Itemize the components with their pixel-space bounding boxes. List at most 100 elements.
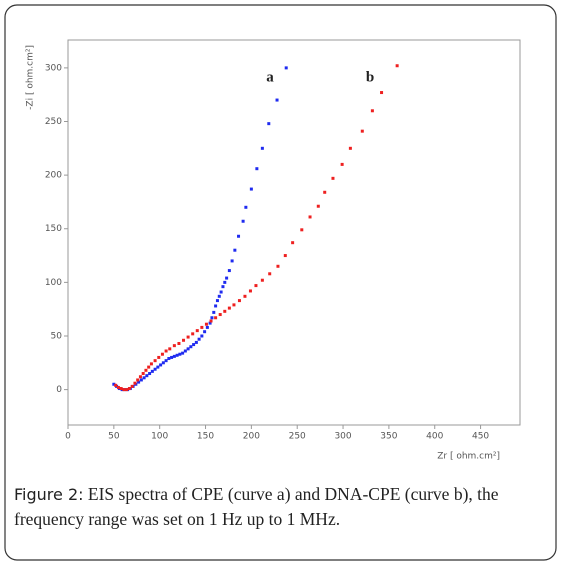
point bbox=[161, 361, 165, 365]
point bbox=[197, 337, 201, 341]
point bbox=[160, 352, 164, 356]
x-tick-label: 150 bbox=[197, 432, 214, 442]
point bbox=[141, 372, 145, 376]
y-tick-label: 150 bbox=[45, 224, 62, 234]
point bbox=[172, 354, 176, 358]
point bbox=[114, 383, 118, 387]
point bbox=[168, 347, 172, 351]
point bbox=[138, 375, 142, 379]
point bbox=[218, 313, 222, 317]
x-tick-label: 400 bbox=[426, 432, 443, 442]
point bbox=[177, 341, 181, 345]
point bbox=[192, 343, 196, 347]
point bbox=[219, 290, 223, 294]
y-tick-label: 50 bbox=[51, 331, 63, 341]
point bbox=[223, 280, 227, 284]
point bbox=[164, 359, 168, 363]
point bbox=[276, 264, 280, 268]
point bbox=[203, 330, 207, 334]
point bbox=[112, 382, 116, 386]
point bbox=[133, 381, 137, 385]
point bbox=[225, 276, 229, 280]
point bbox=[249, 187, 253, 191]
point bbox=[244, 205, 248, 209]
point bbox=[156, 365, 160, 369]
annotation: b bbox=[366, 69, 374, 85]
point bbox=[233, 248, 237, 252]
point bbox=[221, 285, 225, 289]
point bbox=[230, 259, 234, 263]
point bbox=[116, 385, 120, 389]
point bbox=[119, 387, 123, 391]
point bbox=[316, 204, 320, 208]
point bbox=[284, 66, 288, 70]
point bbox=[189, 345, 193, 349]
point bbox=[139, 378, 143, 382]
y-tick-label: 250 bbox=[45, 117, 62, 127]
point bbox=[200, 334, 204, 338]
point bbox=[210, 316, 214, 320]
caption: Figure 2: EIS spectra of CPE (curve a) a… bbox=[14, 482, 550, 531]
point bbox=[248, 289, 252, 293]
frame bbox=[4, 4, 557, 561]
point bbox=[232, 303, 236, 307]
point bbox=[159, 363, 163, 367]
point bbox=[237, 234, 241, 238]
point bbox=[142, 376, 146, 380]
point bbox=[340, 162, 344, 166]
point bbox=[380, 91, 384, 95]
point bbox=[300, 228, 304, 232]
x-tick-label: 250 bbox=[289, 432, 306, 442]
point bbox=[191, 332, 195, 336]
point bbox=[291, 241, 295, 245]
point bbox=[195, 329, 199, 333]
point bbox=[137, 380, 141, 384]
point bbox=[227, 306, 231, 310]
point bbox=[217, 294, 221, 298]
point bbox=[260, 146, 264, 150]
point bbox=[275, 98, 279, 102]
x-tick-label: 350 bbox=[380, 432, 397, 442]
point bbox=[255, 167, 259, 171]
point bbox=[267, 122, 271, 126]
point bbox=[157, 355, 161, 359]
point bbox=[153, 367, 157, 371]
point bbox=[200, 325, 204, 329]
point bbox=[172, 344, 176, 348]
y-axis-label: -Zi [ ohm.cm²] bbox=[26, 45, 36, 110]
annotation: a bbox=[266, 69, 274, 85]
point bbox=[254, 284, 258, 288]
point bbox=[227, 269, 231, 273]
caption-label: Figure 2: bbox=[14, 485, 84, 504]
point bbox=[360, 129, 364, 133]
point bbox=[237, 299, 241, 303]
point bbox=[148, 372, 152, 376]
point bbox=[136, 378, 140, 382]
point bbox=[150, 369, 154, 373]
point bbox=[127, 387, 131, 391]
y-tick-label: 0 bbox=[56, 385, 62, 395]
point bbox=[395, 64, 399, 68]
point bbox=[215, 299, 219, 303]
point bbox=[186, 335, 190, 339]
point bbox=[260, 278, 264, 282]
point bbox=[125, 388, 129, 392]
point bbox=[243, 294, 247, 298]
point bbox=[205, 325, 209, 329]
x-tick-label: 200 bbox=[243, 432, 260, 442]
point bbox=[144, 368, 148, 372]
point bbox=[186, 347, 190, 351]
caption-text: EIS spectra of CPE (curve a) and DNA-CPE… bbox=[14, 484, 499, 529]
point bbox=[323, 190, 327, 194]
point bbox=[283, 254, 287, 258]
point bbox=[130, 384, 134, 388]
point bbox=[170, 355, 174, 359]
point bbox=[145, 374, 149, 378]
point bbox=[370, 109, 374, 113]
point bbox=[331, 176, 335, 180]
point bbox=[214, 304, 218, 308]
point bbox=[268, 272, 272, 276]
point bbox=[181, 351, 185, 355]
